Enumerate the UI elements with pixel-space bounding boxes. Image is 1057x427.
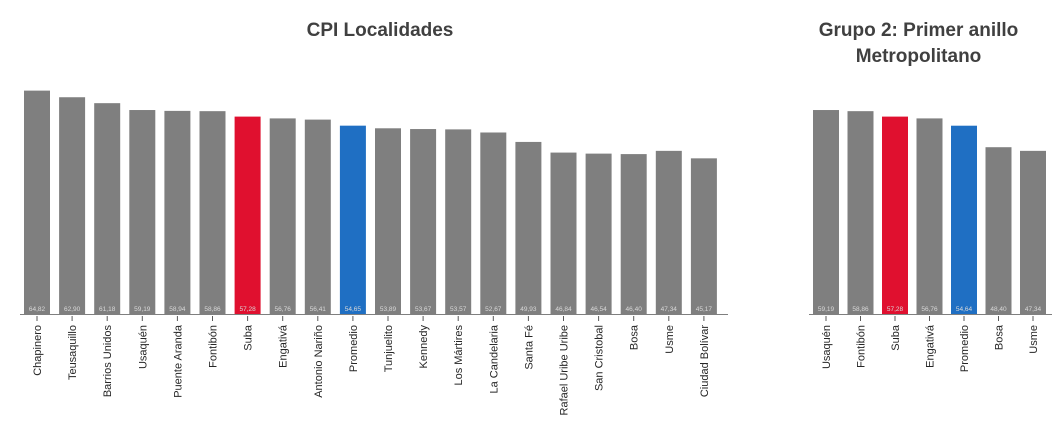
category-label-antonio-narino: Antonio Nariño [313,325,325,398]
category-label-chapinero: Chapinero [32,325,44,376]
category-label-teusaquillo: Teusaquillo [67,325,79,380]
value-label-antonio-narino: 56,41 [310,306,327,313]
category-label-usme: Usme [664,325,676,354]
category-label-suba: Suba [890,324,902,351]
bar-la-candelaria [480,132,507,314]
value-label-usaquen: 59,19 [134,306,151,313]
bar-bosa [985,147,1012,314]
category-label-rafael-uribe-uribe: Rafael Uribe Uribe [559,325,571,415]
bar-bosa [620,154,647,314]
category-label-engativa: Engativá [278,324,290,368]
bar-rafael-uribe-uribe [550,152,577,314]
value-label-usme: 47,34 [661,306,678,313]
bar-usaquen [129,110,156,314]
value-label-kennedy: 53,67 [415,306,432,313]
value-label-san-cristobal: 46,54 [590,306,607,313]
value-label-usme: 47,34 [1025,306,1042,313]
grupo-2-chart: Grupo 2: Primer anillo Metropolitano 59,… [780,0,1057,427]
value-label-los-martires: 53,57 [450,306,467,313]
chart-title: CPI Localidades [306,20,454,41]
bar-promedio [951,125,977,315]
value-label-engativa: 56,76 [275,306,292,313]
category-label-santa-fe: Santa Fé [523,325,535,370]
value-label-suba: 57,28 [887,306,904,313]
chart-title-line-1: Grupo 2: Primer anillo [818,20,1019,41]
value-label-la-candelaria: 52,67 [485,306,502,313]
category-label-barrios-unidos: Barrios Unidos [102,325,114,398]
bar-barrios-unidos [94,103,121,314]
value-label-bosa: 46,40 [626,306,643,313]
bar-puente-aranda [164,110,191,314]
bar-kennedy [410,129,437,314]
category-label-ciudad-bolivar: Ciudad Bolívar [699,325,711,397]
value-label-engativa: 56,76 [921,306,938,313]
value-label-fontibon: 58,86 [204,306,221,313]
bar-usme [655,150,682,314]
category-label-los-martires: Los Mártires [453,325,465,386]
chart-title-line-2: Metropolitano [855,46,982,67]
cpi-localidades-chart: CPI Localidades 64,82 Chapinero 62,90 Teusa… [20,20,728,415]
chart-title: Grupo 2: Primer anillo Metropolitano [780,18,1057,70]
category-label-engativa: Engativá [925,324,937,368]
bar-ciudad-bolivar [690,158,717,314]
category-label-suba: Suba [243,324,255,351]
grupo-2-plot: 59,19 Usaquén 58,86 Fontibón 57,28 Suba 56,76 E… [809,110,1052,372]
category-label-usme: Usme [1028,325,1040,354]
category-label-promedio: Promedio [959,325,971,372]
value-label-promedio: 54,65 [345,306,362,313]
value-label-ciudad-bolivar: 45,17 [696,306,713,313]
value-label-rafael-uribe-uribe: 46,84 [555,306,572,313]
value-label-bosa: 48,40 [990,306,1007,313]
bar-engativa [916,118,943,315]
cpi-localidades-plot: 64,82 Chapinero 62,90 Teusaquillo 61,18 Barri… [20,90,728,415]
category-label-kennedy: Kennedy [418,325,430,369]
value-label-teusaquillo: 62,90 [64,306,81,313]
category-label-fontibon: Fontibón [856,325,868,368]
bar-suba [882,116,908,314]
value-label-barrios-unidos: 61,18 [99,306,116,313]
category-label-fontibon: Fontibón [208,325,220,368]
bar-tunjuelito [375,128,401,314]
bar-usme [1020,150,1046,314]
value-label-tunjuelito: 53,89 [380,306,397,313]
bar-usaquen [813,110,839,314]
category-label-bosa: Bosa [629,324,641,350]
value-label-chapinero: 64,82 [29,306,46,313]
bar-antonio-narino [304,119,331,314]
category-label-usaquen: Usaquén [821,325,833,369]
bar-promedio [339,125,366,314]
value-label-santa-fe: 49,93 [520,306,537,313]
bar-santa-fe [515,141,542,314]
value-label-promedio: 54,64 [956,306,973,313]
value-label-usaquen: 59,19 [818,306,835,313]
bar-fontibon [199,111,226,314]
bar-san-cristobal [585,153,612,314]
bar-chapinero [24,90,50,315]
value-label-suba: 57,28 [239,306,256,313]
category-label-san-cristobal: San Cristobal [594,325,606,391]
value-label-puente-aranda: 58,94 [169,306,186,313]
bar-engativa [269,118,296,315]
category-label-promedio: Promedio [348,325,360,372]
bar-fontibon [847,111,874,314]
category-label-puente-aranda: Puente Aranda [172,324,184,398]
category-label-la-candelaria: La Candelaria [488,324,500,393]
category-label-usaquen: Usaquén [137,325,149,369]
bar-los-martires [445,129,472,314]
category-label-bosa: Bosa [994,324,1006,350]
value-label-fontibon: 58,86 [852,306,869,313]
bar-suba [234,116,261,314]
category-label-tunjuelito: Tunjuelito [383,325,395,372]
bar-teusaquillo [59,97,86,314]
